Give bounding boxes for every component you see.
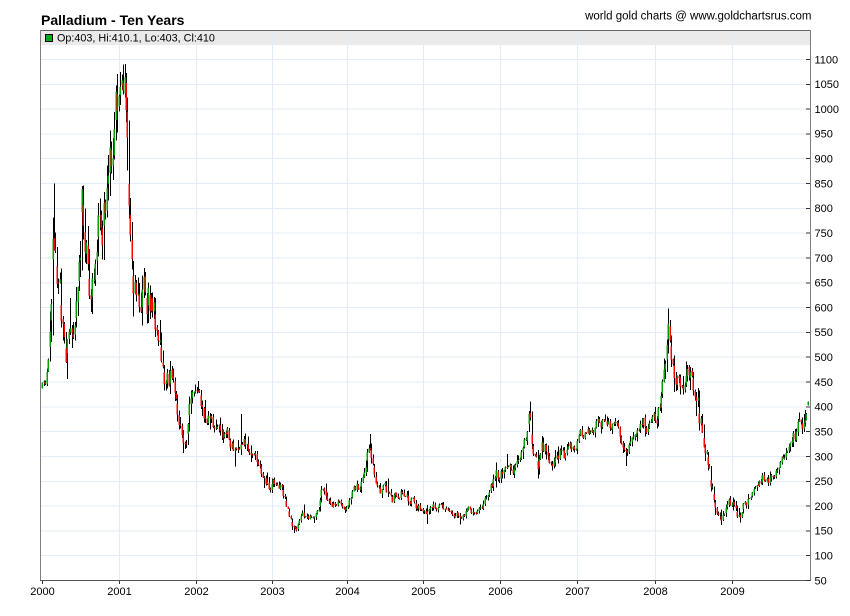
- svg-text:200: 200: [815, 501, 833, 513]
- svg-text:100: 100: [815, 551, 833, 563]
- svg-text:Op:403, Hi:410.1, Lo:403, Cl:4: Op:403, Hi:410.1, Lo:403, Cl:410: [57, 33, 215, 45]
- svg-text:2002: 2002: [184, 586, 208, 598]
- svg-text:1100: 1100: [815, 54, 839, 66]
- svg-text:600: 600: [815, 302, 833, 314]
- svg-text:2001: 2001: [107, 586, 131, 598]
- svg-text:950: 950: [815, 129, 833, 141]
- svg-text:850: 850: [815, 178, 833, 190]
- svg-text:250: 250: [815, 476, 833, 488]
- svg-text:150: 150: [815, 526, 833, 538]
- svg-text:300: 300: [815, 451, 833, 463]
- svg-text:650: 650: [815, 278, 833, 290]
- svg-text:world gold charts @ www.goldch: world gold charts @ www.goldchartsrus.co…: [584, 11, 811, 23]
- svg-text:450: 450: [815, 377, 833, 389]
- svg-text:550: 550: [815, 327, 833, 339]
- svg-text:2009: 2009: [720, 586, 744, 598]
- svg-text:2006: 2006: [488, 586, 512, 598]
- svg-text:800: 800: [815, 203, 833, 215]
- svg-text:900: 900: [815, 154, 833, 166]
- svg-text:750: 750: [815, 228, 833, 240]
- svg-text:2000: 2000: [30, 586, 54, 598]
- svg-text:700: 700: [815, 253, 833, 265]
- svg-text:2007: 2007: [565, 586, 589, 598]
- svg-text:1000: 1000: [815, 104, 839, 116]
- svg-text:400: 400: [815, 402, 833, 414]
- svg-text:1050: 1050: [815, 79, 839, 91]
- svg-text:350: 350: [815, 426, 833, 438]
- svg-text:2008: 2008: [643, 586, 667, 598]
- svg-text:500: 500: [815, 352, 833, 364]
- svg-text:2004: 2004: [335, 586, 359, 598]
- svg-text:2005: 2005: [411, 586, 435, 598]
- svg-text:2003: 2003: [260, 586, 284, 598]
- svg-text:50: 50: [815, 575, 827, 587]
- svg-text:Palladium - Ten Years: Palladium - Ten Years: [41, 12, 185, 28]
